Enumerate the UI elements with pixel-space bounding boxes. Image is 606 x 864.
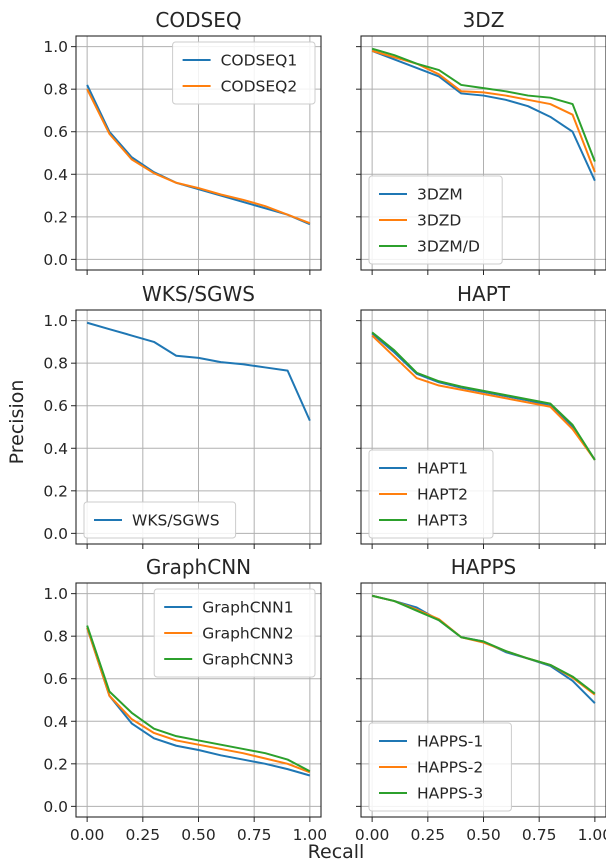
panel-wks-sgws: 0.0 0.2 0.4 0.6 0.8 1.0 WKS/SGWS WKS/SGWS — [43, 282, 322, 549]
y-tick-label: 0.4 — [43, 440, 68, 458]
legend-label: GraphCNN1 — [202, 599, 293, 617]
series-line-3dzm — [371, 49, 596, 182]
panel-title: GraphCNN — [146, 555, 251, 579]
axes-frame — [75, 309, 322, 545]
y-tick-label: 0.0 — [43, 798, 68, 816]
panel-hapt: HAPT HAPT1 HAPT2 HAPT3 — [356, 282, 606, 549]
y-tick-label: 0.6 — [43, 397, 68, 415]
legend-label: 3DZM/D — [417, 238, 480, 256]
x-tick-label: 0.25 — [126, 826, 161, 844]
y-tick-label: 0.0 — [43, 525, 68, 543]
panel-title: HAPT — [457, 282, 511, 306]
panel-happs: 0.000.250.500.751.00HAPPSHAPPS-1HAPPS-2H… — [355, 555, 606, 844]
legend-label: WKS/SGWS — [132, 512, 220, 530]
legend-label: HAPT3 — [417, 512, 468, 530]
panel-3dz: 3DZ 3DZM 3DZD 3DZM/D — [356, 8, 606, 275]
y-tick-label: 0.8 — [43, 81, 68, 99]
legend-box — [172, 41, 316, 105]
series-line-codseq1 — [86, 84, 311, 226]
panel-title: 3DZ — [463, 8, 505, 32]
axes-frame — [360, 309, 606, 545]
series-line-hapt1 — [371, 332, 596, 461]
x-tick-label: 1.00 — [578, 826, 606, 844]
panel-title: HAPPS — [451, 555, 517, 579]
legend-label: HAPT2 — [417, 486, 468, 504]
legend-label: CODSEQ2 — [221, 78, 298, 96]
axes-frame — [360, 35, 606, 271]
legend-box — [368, 722, 512, 812]
x-tick-label: 0.50 — [466, 826, 501, 844]
x-tick-label: 0.25 — [411, 826, 446, 844]
x-tick-label: 0.50 — [181, 826, 216, 844]
legend-box — [153, 588, 316, 678]
legend-label: GraphCNN3 — [202, 651, 293, 669]
subplot-grid: 0.0 0.2 0.4 0.6 0.8 1.0 CODSEQ CODSEQ1 CODSEQ2 3D… — [43, 8, 606, 844]
legend-label: 3DZM — [417, 186, 463, 204]
y-tick-label: 0.0 — [43, 251, 68, 269]
x-tick-label: 0.75 — [237, 826, 272, 844]
legend-label: HAPPS-3 — [417, 785, 483, 803]
axes-frame — [75, 582, 322, 818]
x-tick-label: 0.75 — [522, 826, 557, 844]
x-tick-label: 0.00 — [70, 826, 105, 844]
panel-title: CODSEQ — [155, 8, 241, 32]
legend-label: HAPPS-2 — [417, 759, 483, 777]
y-tick-label: 1.0 — [43, 585, 68, 603]
legend: GraphCNN1 GraphCNN2 GraphCNN3 — [153, 588, 316, 678]
legend-box — [368, 175, 503, 265]
panel-graphcnn: 0.0 0.2 0.4 0.6 0.8 1.0 0.00 0.25 0.50 0.75 1.00 Gr… — [43, 555, 327, 844]
y-tick-label: 1.0 — [43, 38, 68, 56]
axes-frame — [75, 35, 322, 271]
legend: HAPT1 HAPT2 HAPT3 — [368, 449, 494, 539]
legend: CODSEQ1 CODSEQ2 — [172, 41, 316, 105]
series-line-wks-sgws — [86, 321, 311, 422]
series-line-happs-3 — [371, 594, 596, 695]
legend-box — [83, 501, 237, 539]
y-tick-label: 0.2 — [43, 755, 68, 773]
y-tick-label: 0.4 — [43, 713, 68, 731]
y-tick-label: 0.2 — [43, 208, 68, 226]
x-tick-label: 1.00 — [293, 826, 328, 844]
y-axis-label: Precision — [6, 380, 28, 465]
legend: 3DZM 3DZD 3DZM/D — [368, 175, 503, 265]
series-line-3dzm-d — [371, 47, 596, 162]
x-axis-label: Recall — [308, 841, 365, 863]
legend-box — [368, 449, 494, 539]
y-tick-label: 0.6 — [43, 123, 68, 141]
legend-label: HAPPS-1 — [417, 733, 483, 751]
legend-label: 3DZD — [417, 212, 461, 230]
legend: HAPPS-1 HAPPS-2 HAPPS-3 — [368, 722, 512, 812]
series-line-hapt2 — [371, 334, 596, 461]
panel-title: WKS/SGWS — [142, 282, 255, 306]
y-tick-label: 0.8 — [43, 628, 68, 646]
legend: WKS/SGWS — [83, 501, 237, 539]
y-tick-label: 0.8 — [43, 355, 68, 373]
axes-frame — [360, 582, 606, 818]
y-tick-label: 0.4 — [43, 166, 68, 184]
series-line-codseq2 — [86, 88, 311, 225]
legend-label: HAPT1 — [417, 460, 468, 478]
legend-label: CODSEQ1 — [221, 52, 298, 70]
legend-label: GraphCNN2 — [202, 625, 293, 643]
series-line-graphcnn1 — [86, 627, 311, 777]
y-tick-label: 0.6 — [43, 670, 68, 688]
series-line-graphcnn3 — [86, 625, 311, 773]
x-tick-label: 0.00 — [355, 826, 390, 844]
y-tick-label: 0.2 — [43, 482, 68, 500]
series-line-graphcnn2 — [86, 627, 311, 774]
panel-codseq: 0.0 0.2 0.4 0.6 0.8 1.0 CODSEQ CODSEQ1 CODSEQ2 — [43, 8, 322, 275]
y-tick-label: 1.0 — [43, 312, 68, 330]
series-line-hapt3 — [371, 331, 596, 461]
